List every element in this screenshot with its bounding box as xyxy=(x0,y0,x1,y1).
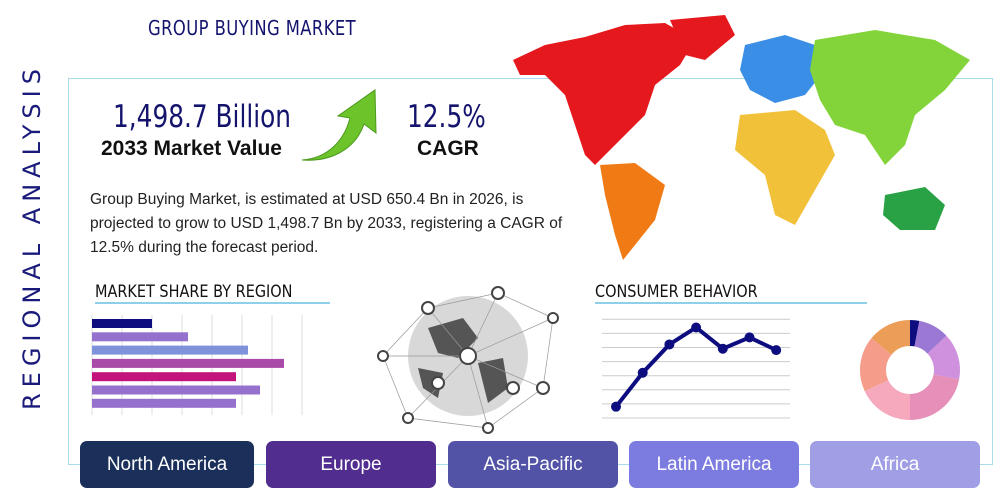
heading-underline xyxy=(595,302,867,304)
donut-slice xyxy=(914,320,947,354)
donut-slice xyxy=(871,320,910,355)
bar xyxy=(92,372,236,382)
region-africa-button[interactable]: Africa xyxy=(810,441,980,488)
bar xyxy=(92,345,248,355)
content-frame-right xyxy=(992,78,993,465)
map-africa xyxy=(735,110,835,225)
bar xyxy=(92,398,236,408)
description: Group Buying Market, is estimated at USD… xyxy=(90,191,563,256)
cagr-value: 12.5% xyxy=(407,99,486,135)
page-title: GROUP BUYING MARKET xyxy=(148,16,357,40)
map-australia xyxy=(883,187,945,230)
consumer-donut-chart xyxy=(860,320,960,420)
bar xyxy=(92,319,152,328)
region-europe-button[interactable]: Europe xyxy=(266,441,436,488)
region-asia-pacific-button[interactable]: Asia-Pacific xyxy=(448,441,618,488)
heading-underline xyxy=(95,302,330,304)
map-europe xyxy=(740,35,825,103)
region-north-america-button[interactable]: North America xyxy=(80,441,254,488)
map-asia xyxy=(810,30,970,165)
data-point xyxy=(717,343,728,354)
donut-slice xyxy=(860,338,892,392)
data-point xyxy=(691,322,702,333)
map-greenland xyxy=(670,15,735,60)
consumer-heading: CONSUMER BEHAVIOR xyxy=(595,282,758,302)
data-point xyxy=(771,345,782,356)
world-map xyxy=(513,15,970,260)
bar xyxy=(92,358,284,368)
side-label: REGIONAL ANALYSIS xyxy=(18,63,46,410)
bar xyxy=(92,332,188,342)
market-share-bar-chart xyxy=(91,315,303,415)
bar xyxy=(92,385,260,395)
map-north-america xyxy=(513,23,695,165)
data-point xyxy=(611,401,621,412)
data-point xyxy=(664,339,675,350)
donut-slice xyxy=(864,380,910,420)
consumer-line-chart xyxy=(602,318,790,419)
data-point xyxy=(744,332,755,343)
growth-arrow-icon xyxy=(301,89,377,161)
donut-slice xyxy=(927,335,960,380)
donut-slice xyxy=(910,374,960,420)
map-south-america xyxy=(600,163,665,260)
donut-slice xyxy=(910,320,920,347)
network-globe-icon xyxy=(377,286,559,434)
data-point xyxy=(637,367,648,378)
cagr-label: CAGR xyxy=(417,137,479,160)
market-share-heading: MARKET SHARE BY REGION xyxy=(95,282,293,302)
region-latin-america-button[interactable]: Latin America xyxy=(629,441,799,488)
market-value-label: 2033 Market Value xyxy=(101,137,282,160)
market-value: 1,498.7 Billion xyxy=(113,99,292,135)
